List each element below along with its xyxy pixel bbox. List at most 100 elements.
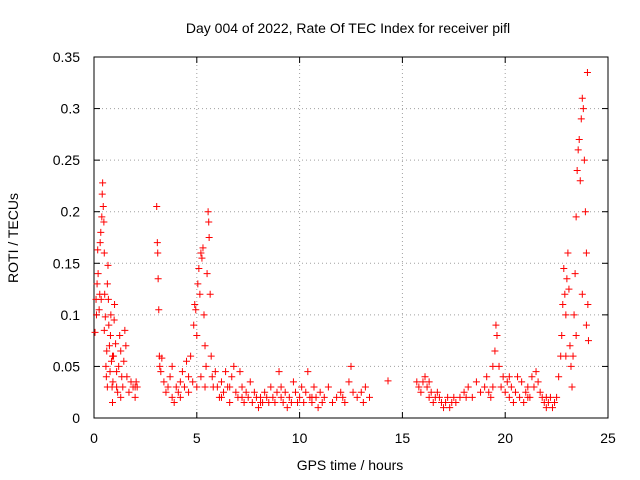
data-point [194, 280, 202, 288]
data-point [232, 388, 240, 396]
data-point [548, 404, 556, 412]
data-point [246, 378, 254, 386]
data-point [101, 313, 109, 321]
data-point [569, 352, 577, 360]
data-point [341, 399, 349, 407]
data-point [190, 321, 198, 329]
data-point [289, 378, 297, 386]
data-point [582, 321, 590, 329]
x-tick-label: 0 [90, 430, 98, 446]
data-point [483, 373, 491, 381]
data-point [197, 373, 205, 381]
data-point [384, 377, 392, 385]
y-axis-label: ROTI / TECUs [5, 193, 21, 283]
data-point [582, 249, 590, 257]
data-point [107, 311, 115, 319]
data-point [154, 249, 162, 257]
data-point [168, 362, 176, 370]
data-point [96, 239, 104, 247]
data-point [456, 393, 464, 401]
x-axis-label: GPS time / hours [297, 457, 404, 473]
data-point [574, 146, 582, 154]
data-point [114, 388, 122, 396]
data-point [333, 393, 341, 401]
data-point [468, 393, 476, 401]
data-point [178, 368, 186, 376]
data-point [555, 373, 563, 381]
data-point [503, 378, 511, 386]
data-point [304, 368, 312, 376]
data-point [203, 270, 211, 278]
data-point [489, 362, 497, 370]
data-point [257, 399, 265, 407]
data-point [361, 383, 369, 391]
data-point [162, 388, 170, 396]
data-point [359, 399, 367, 407]
data-point [111, 301, 119, 309]
data-point [544, 399, 552, 407]
data-point [263, 393, 271, 401]
data-point [244, 393, 252, 401]
data-point [176, 393, 184, 401]
data-point [339, 393, 347, 401]
data-point [240, 399, 248, 407]
data-point [562, 352, 570, 360]
x-tick-label: 10 [292, 430, 308, 446]
data-point [489, 383, 497, 391]
data-point [542, 393, 550, 401]
data-point [104, 295, 112, 303]
data-point [296, 393, 304, 401]
data-point [564, 249, 572, 257]
data-point [197, 249, 205, 257]
data-point [176, 378, 184, 386]
data-point [185, 373, 193, 381]
data-point [310, 383, 318, 391]
data-point [567, 362, 575, 370]
data-point [166, 373, 174, 381]
data-point [522, 388, 530, 396]
data-point [444, 393, 452, 401]
plot-border [93, 56, 609, 419]
data-point [281, 388, 289, 396]
x-tick-label: 15 [395, 430, 411, 446]
data-point [583, 68, 591, 76]
data-point [584, 337, 592, 345]
data-point [563, 275, 571, 283]
data-point [491, 347, 499, 355]
data-point [189, 378, 197, 386]
data-point [536, 388, 544, 396]
data-point [511, 388, 519, 396]
data-point [273, 388, 281, 396]
data-point [109, 352, 117, 360]
data-point [570, 311, 578, 319]
data-point [131, 393, 139, 401]
data-point [98, 190, 106, 198]
data-point [207, 352, 215, 360]
data-point [314, 404, 322, 412]
data-point [103, 280, 111, 288]
data-point [217, 378, 225, 386]
data-point [298, 383, 306, 391]
data-point [559, 301, 567, 309]
data-point [121, 326, 129, 334]
data-point [131, 383, 139, 391]
data-point [558, 331, 566, 339]
data-point [328, 399, 336, 407]
data-point [421, 373, 429, 381]
data-point [287, 399, 295, 407]
data-point [157, 368, 165, 376]
data-point [103, 347, 111, 355]
data-point [238, 383, 246, 391]
data-point [106, 331, 114, 339]
data-point [106, 368, 114, 376]
data-point [542, 404, 550, 412]
data-point [452, 399, 460, 407]
data-point [279, 399, 287, 407]
data-point [366, 393, 374, 401]
data-point [222, 368, 230, 376]
data-point [514, 373, 522, 381]
y-tick-label: 0.15 [53, 255, 80, 271]
data-point [226, 399, 234, 407]
data-point [560, 264, 568, 272]
x-tick-label: 20 [497, 430, 513, 446]
